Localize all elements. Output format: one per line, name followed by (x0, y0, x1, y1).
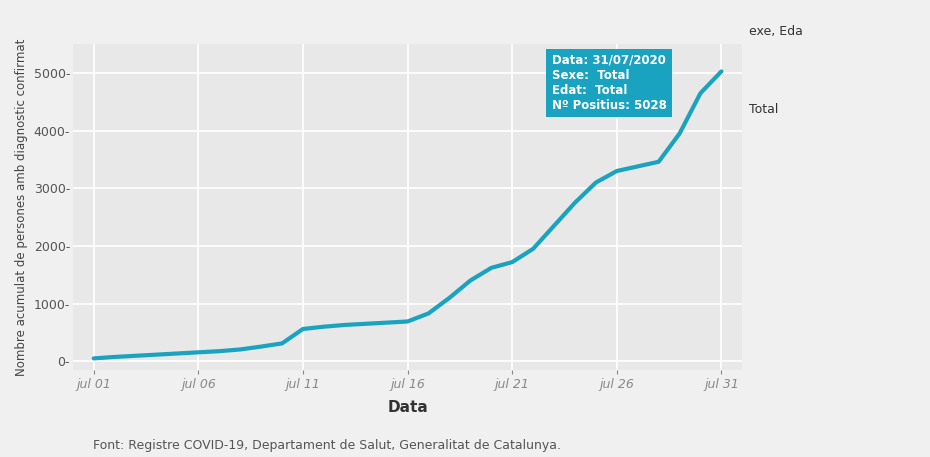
Text: Font: Registre COVID-19, Departament de Salut, Generalitat de Catalunya.: Font: Registre COVID-19, Departament de … (93, 440, 561, 452)
Text: Data: 31/07/2020
Sexe:  Total
Edat:  Total
Nº Positius: 5028: Data: 31/07/2020 Sexe: Total Edat: Total… (551, 54, 667, 112)
X-axis label: Data: Data (387, 399, 428, 414)
Y-axis label: Nombre acumulat de persones amb diagnostic confirmat: Nombre acumulat de persones amb diagnost… (15, 38, 28, 376)
Text: exe, Eda: exe, Eda (749, 25, 803, 37)
Text: Total: Total (749, 103, 778, 116)
